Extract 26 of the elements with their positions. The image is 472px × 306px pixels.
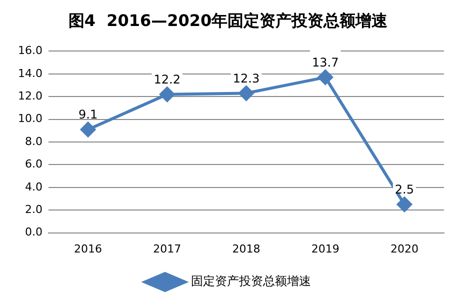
x-tick-label: 2020 bbox=[390, 242, 418, 256]
x-tick-label: 2017 bbox=[153, 242, 182, 256]
legend-label: 固定资产投资总额增速 bbox=[191, 274, 311, 288]
y-tick-label: 0.0 bbox=[24, 226, 42, 239]
data-label: 9.1 bbox=[78, 108, 98, 122]
chart-title: 图4 2016—2020年固定资产投资总额增速 bbox=[68, 10, 389, 30]
point bbox=[80, 122, 96, 138]
data-label: 12.3 bbox=[232, 71, 260, 86]
x-tick-label: 2019 bbox=[311, 242, 340, 256]
y-tick-label: 14.0 bbox=[18, 66, 42, 80]
point bbox=[318, 70, 333, 85]
y-tick-label: 10.0 bbox=[18, 112, 42, 126]
x-tick-label: 2016 bbox=[74, 242, 102, 256]
y-tick-label: 4.0 bbox=[24, 180, 42, 194]
data-label: 2.5 bbox=[394, 182, 414, 197]
data-label: 13.7 bbox=[312, 55, 339, 70]
point bbox=[396, 196, 412, 212]
y-tick-label: 12.0 bbox=[18, 89, 42, 102]
point bbox=[238, 86, 254, 101]
y-tick-label: 6.0 bbox=[24, 158, 42, 171]
data-label: 12.2 bbox=[154, 72, 181, 86]
point bbox=[160, 86, 175, 102]
y-tick-label: 8.0 bbox=[24, 134, 42, 148]
y-tick-label: 2.0 bbox=[24, 202, 42, 216]
x-tick-label: 2018 bbox=[232, 242, 260, 256]
y-tick-label: 16.0 bbox=[18, 44, 42, 58]
